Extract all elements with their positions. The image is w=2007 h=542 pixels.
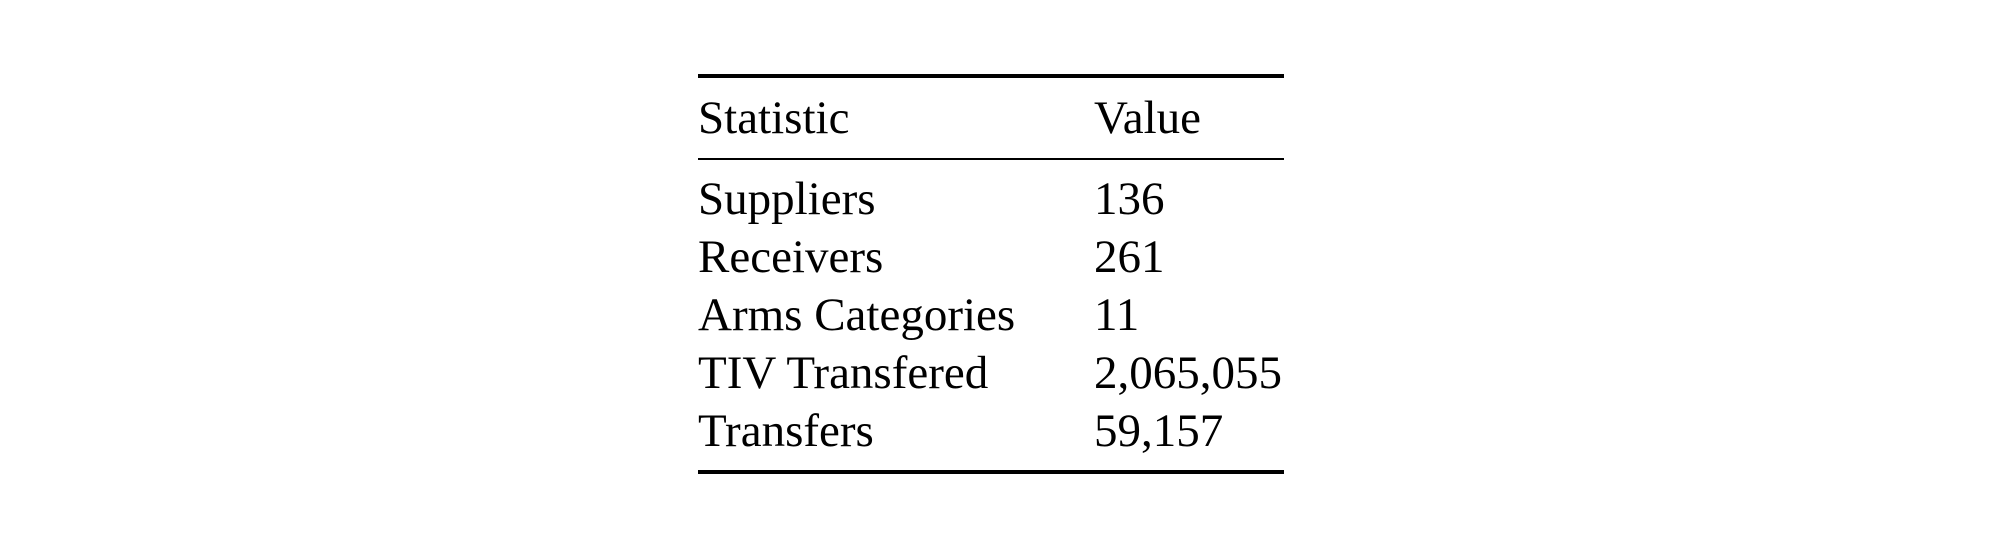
row-value: 2,065,055	[1094, 347, 1282, 399]
table-header-rule	[698, 158, 1284, 160]
table-row: Transfers 59,157	[698, 402, 1284, 460]
statistics-table: Statistic Value Suppliers 136 Receivers …	[698, 74, 1284, 474]
row-value: 136	[1094, 173, 1165, 225]
header-value: Value	[1094, 92, 1202, 144]
row-statistic: TIV Transfered	[698, 347, 989, 399]
row-value: 11	[1094, 289, 1140, 341]
row-statistic: Suppliers	[698, 173, 876, 225]
table-bottom-rule	[698, 470, 1284, 474]
row-statistic: Receivers	[698, 231, 884, 283]
row-value: 261	[1094, 231, 1165, 283]
row-statistic: Arms Categories	[698, 289, 1016, 341]
header-statistic: Statistic	[698, 92, 850, 144]
table-body: Suppliers 136 Receivers 261 Arms Categor…	[698, 160, 1284, 470]
table-row: Receivers 261	[698, 228, 1284, 286]
table-row: Suppliers 136	[698, 170, 1284, 228]
table-header-row: Statistic Value	[698, 78, 1284, 158]
table-row: Arms Categories 11	[698, 286, 1284, 344]
table-row: TIV Transfered 2,065,055	[698, 344, 1284, 402]
row-statistic: Transfers	[698, 405, 874, 457]
row-value: 59,157	[1094, 405, 1224, 457]
table-top-rule	[698, 74, 1284, 78]
